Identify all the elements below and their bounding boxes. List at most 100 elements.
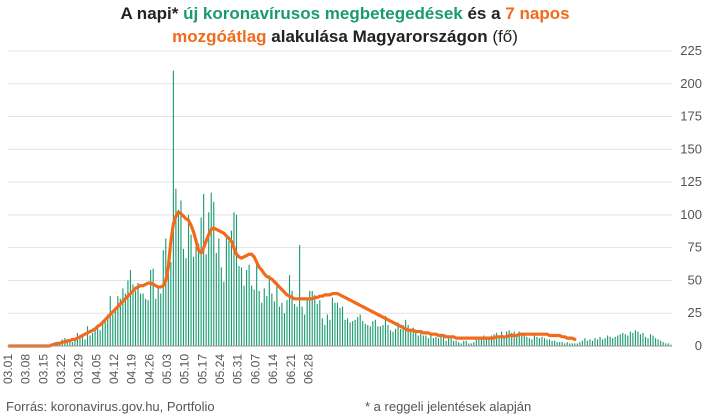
bar — [240, 267, 243, 346]
bar — [314, 294, 316, 346]
bar — [324, 325, 326, 346]
y-tick-label: 150 — [680, 141, 702, 156]
bar — [288, 275, 291, 346]
x-tick-label: 03.29 — [72, 354, 86, 384]
bar — [278, 306, 280, 346]
bar — [551, 340, 553, 346]
bar — [485, 338, 487, 346]
bar — [448, 338, 450, 346]
bar — [357, 317, 359, 346]
bar — [453, 340, 455, 346]
bar — [218, 238, 220, 346]
bar — [602, 339, 604, 346]
bar — [513, 331, 515, 346]
bar — [210, 192, 212, 346]
bar — [511, 332, 513, 346]
bar — [71, 342, 73, 346]
bar — [521, 332, 523, 346]
x-tick-label: 05.31 — [231, 354, 245, 384]
title-part-1: A napi* — [120, 4, 184, 23]
bar — [266, 296, 268, 346]
bar — [248, 264, 250, 346]
bar — [541, 336, 543, 346]
bar — [483, 335, 485, 346]
bar — [412, 327, 414, 346]
bar — [74, 339, 76, 346]
bar — [649, 334, 652, 346]
bar — [470, 343, 472, 346]
bar — [225, 235, 227, 346]
bar — [172, 70, 174, 347]
bar — [417, 335, 419, 346]
source-note: Forrás: koronavirus.gov.hu, Portfolio — [6, 399, 215, 414]
x-tick-label: 06.21 — [284, 354, 298, 384]
x-tick-label: 04.26 — [142, 354, 156, 384]
bar — [377, 326, 379, 346]
bar — [208, 212, 210, 346]
bar — [329, 319, 331, 346]
bar — [253, 289, 255, 346]
bar — [425, 335, 427, 346]
bar — [162, 250, 164, 346]
bar — [432, 338, 434, 346]
x-tick-label: 03.15 — [36, 354, 50, 384]
x-tick-label: 05.24 — [213, 354, 227, 384]
bar — [246, 269, 248, 346]
bar — [283, 313, 286, 346]
bar — [177, 209, 179, 346]
bar — [306, 298, 308, 346]
x-tick-label: 03.08 — [19, 354, 33, 384]
bar — [480, 336, 482, 346]
bar — [670, 344, 672, 346]
bar — [195, 242, 197, 346]
bar — [367, 325, 369, 346]
title-part-6: alakulása Magyarországon — [266, 27, 493, 46]
bar — [157, 287, 159, 346]
bar — [263, 288, 265, 346]
bar — [215, 252, 217, 346]
bar — [170, 262, 172, 346]
bar — [468, 343, 470, 346]
bar — [349, 322, 351, 346]
bar — [134, 290, 137, 346]
bar — [642, 332, 644, 346]
bar — [536, 336, 538, 346]
bar — [526, 336, 528, 346]
bar — [304, 314, 306, 346]
bar — [581, 340, 583, 346]
bar — [273, 301, 275, 346]
bar — [205, 254, 207, 346]
bar — [309, 290, 311, 346]
bar — [175, 188, 177, 346]
bar — [437, 338, 440, 346]
bar — [276, 281, 278, 346]
bar — [185, 258, 187, 346]
bar — [478, 338, 480, 346]
bar — [594, 338, 596, 346]
bar — [498, 335, 500, 346]
bar — [493, 334, 495, 346]
bar — [554, 340, 556, 346]
bar — [271, 293, 273, 346]
bar — [473, 342, 475, 346]
bar — [665, 343, 667, 346]
bar — [160, 293, 162, 346]
bar — [129, 269, 132, 346]
bar — [233, 212, 235, 346]
x-tick-label: 05.03 — [160, 354, 174, 384]
bar — [203, 193, 205, 346]
bar — [591, 340, 594, 346]
bar — [268, 275, 270, 346]
bar — [142, 293, 144, 346]
bar — [92, 332, 94, 346]
bar — [213, 201, 215, 346]
bar — [559, 342, 561, 346]
bar — [354, 319, 356, 346]
bar — [316, 304, 318, 346]
bar — [235, 214, 238, 346]
bar — [430, 335, 432, 346]
x-tick-label: 03.01 — [1, 354, 15, 384]
bar — [84, 339, 86, 346]
bar — [107, 314, 109, 346]
